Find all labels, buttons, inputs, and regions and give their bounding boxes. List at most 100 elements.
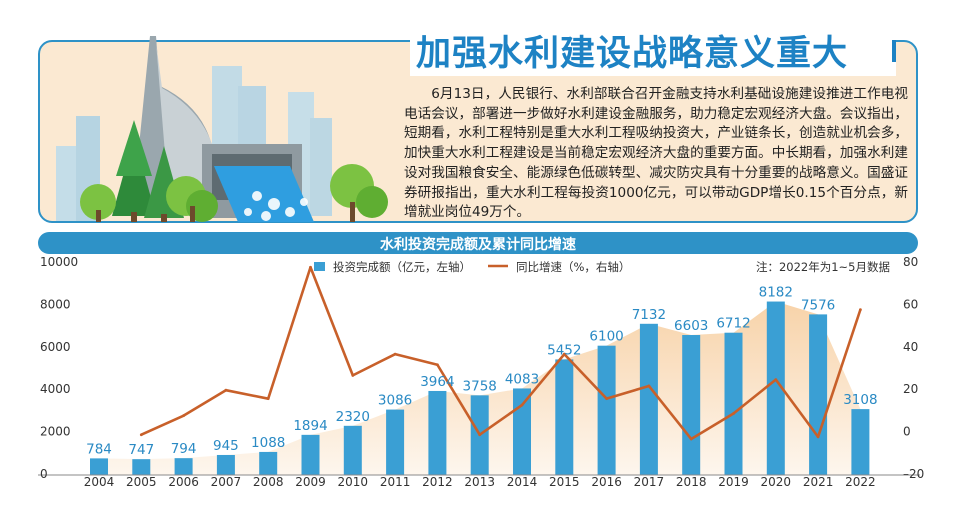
bar-value-label: 4083	[505, 371, 539, 387]
bar-2005	[132, 459, 151, 475]
x-tick-label: 2015	[549, 475, 580, 489]
dam-illustration	[56, 36, 388, 222]
growth-point-2016	[605, 397, 608, 401]
x-tick-label: 2021	[803, 475, 834, 489]
chart-note: 注：2022年为1~5月数据	[756, 260, 891, 274]
right-tick-label: 80	[903, 255, 918, 269]
x-tick-label: 2014	[507, 475, 538, 489]
article-text: 6月13日，人民银行、水利部联合召开金融支持水利基础设施建设推进工作电视电话会议…	[404, 86, 908, 221]
bar-value-label: 747	[128, 442, 154, 458]
x-tick-label: 2009	[295, 475, 326, 489]
growth-point-2005	[139, 433, 143, 437]
bar-value-label: 7576	[801, 297, 835, 313]
growth-point-2015	[562, 352, 566, 356]
growth-point-2021	[816, 435, 820, 439]
x-tick-label: 2017	[634, 475, 665, 489]
bar-2009	[301, 434, 320, 475]
growth-point-2008	[266, 397, 270, 401]
legend-bar-label: 投资完成额（亿元，左轴）	[333, 260, 471, 274]
left-tick-label: 8000	[40, 297, 71, 311]
x-tick-label: 2016	[591, 475, 622, 489]
bar-2011	[386, 409, 405, 475]
growth-point-2006	[182, 414, 186, 418]
x-tick-label: 2022	[845, 475, 876, 489]
bar-2019	[724, 332, 743, 475]
bar-value-label: 784	[86, 441, 112, 457]
bar-2022	[851, 409, 870, 475]
left-tick-label: 6000	[40, 340, 71, 354]
growth-point-2009	[309, 265, 312, 269]
bar-value-label: 6712	[716, 316, 750, 332]
growth-point-2017	[647, 384, 651, 388]
growth-point-2014	[520, 403, 524, 407]
growth-point-2010	[351, 373, 355, 377]
bar-value-label: 5452	[547, 342, 581, 358]
x-tick-label: 2012	[422, 475, 453, 489]
x-tick-label: 2007	[211, 475, 242, 489]
bar-2014	[513, 388, 531, 475]
bar-value-label: 8182	[759, 285, 793, 301]
bar-value-label: 3758	[463, 378, 497, 394]
x-tick-label: 2005	[126, 475, 157, 489]
bar-value-label: 7132	[632, 307, 666, 323]
right-tick-label: 60	[903, 297, 918, 311]
bar-2012	[428, 390, 447, 475]
right-tick-label: –20	[903, 467, 924, 481]
x-tick-label: 2018	[676, 475, 707, 489]
bar-value-label: 794	[171, 441, 197, 457]
bar-value-label: 3108	[843, 392, 877, 408]
bar-2010	[343, 425, 362, 475]
growth-point-2013	[478, 433, 482, 437]
x-tick-label: 2006	[168, 475, 199, 489]
bar-value-label: 1894	[293, 418, 327, 434]
growth-point-2022	[859, 308, 862, 312]
growth-point-2011	[393, 352, 397, 356]
growth-point-2019	[732, 412, 735, 415]
bar-2008	[259, 451, 278, 475]
x-tick-label: 2008	[253, 475, 284, 489]
headline-box: 加强水利建设战略意义重大	[410, 22, 896, 76]
page-title: 加强水利建设战略意义重大	[416, 34, 849, 74]
right-tick-label: 20	[903, 382, 918, 396]
headline-accent-bar	[892, 40, 896, 62]
bar-value-label: 6100	[589, 329, 623, 345]
x-tick-label: 2010	[338, 475, 369, 489]
x-tick-label: 2013	[464, 475, 495, 489]
left-tick-label: 0	[40, 467, 48, 481]
investment-area	[99, 301, 861, 475]
bar-2004	[90, 458, 108, 475]
bar-2007	[216, 454, 235, 475]
x-tick-label: 2004	[84, 475, 115, 489]
bar-2017	[639, 323, 658, 475]
growth-point-2007	[224, 388, 228, 392]
growth-point-2018	[689, 437, 693, 441]
x-tick-label: 2019	[718, 475, 749, 489]
bar-2021	[809, 314, 828, 475]
growth-point-2020	[774, 378, 778, 381]
bar-2018	[682, 335, 701, 475]
bar-value-label: 1088	[251, 435, 285, 451]
right-tick-label: 40	[903, 340, 918, 354]
chart-title: 水利投资完成额及累计同比增速	[380, 237, 576, 253]
bar-2006	[174, 458, 193, 475]
right-tick-label: 0	[903, 425, 911, 439]
bar-value-label: 3964	[420, 374, 454, 390]
growth-point-2012	[436, 363, 439, 367]
chart-title-banner: 水利投资完成额及累计同比增速	[38, 232, 918, 254]
bar-value-label: 6603	[674, 318, 708, 334]
bar-value-label: 945	[213, 438, 239, 454]
bar-2016	[597, 345, 616, 475]
left-tick-label: 4000	[40, 382, 71, 396]
legend-line-label: 同比增速（%，右轴）	[516, 260, 630, 274]
bar-value-label: 2320	[336, 409, 370, 425]
x-tick-label: 2011	[380, 475, 411, 489]
bar-value-label: 3086	[378, 393, 412, 409]
bar-2020	[766, 301, 785, 475]
left-tick-label: 2000	[40, 425, 71, 439]
x-tick-label: 2020	[761, 475, 792, 489]
growth-line	[140, 265, 862, 441]
legend-bar-swatch	[314, 262, 325, 271]
left-tick-label: 10000	[40, 255, 78, 269]
bar-2015	[555, 359, 574, 475]
